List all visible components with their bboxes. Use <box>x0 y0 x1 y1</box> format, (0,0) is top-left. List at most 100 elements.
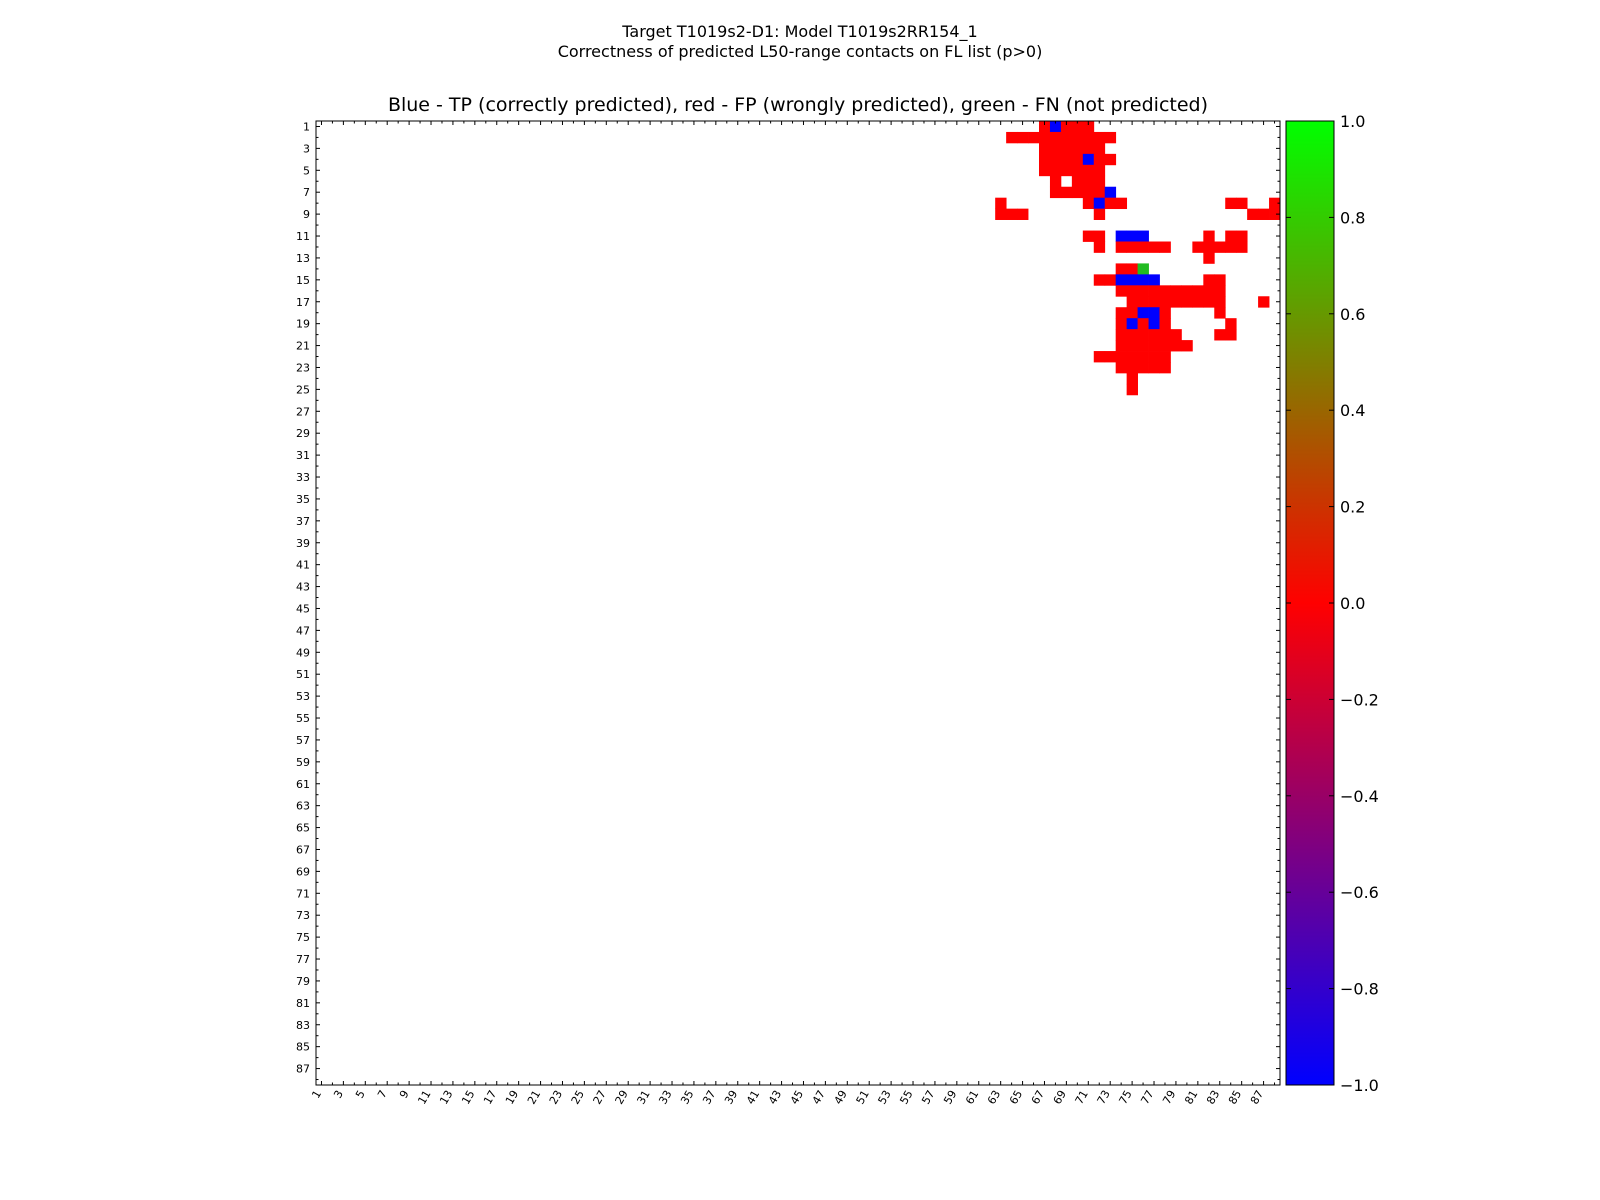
contact-cell-fp <box>1170 329 1182 341</box>
contact-cell-fp <box>1082 230 1095 242</box>
contact-cell-fp <box>1137 285 1149 297</box>
contact-cell-fp <box>1039 164 1051 177</box>
colorbar-tick-label: −0.2 <box>1340 690 1379 709</box>
colorbar-tick-label: 0.4 <box>1340 401 1365 420</box>
contact-cell-fp <box>1115 307 1128 319</box>
contact-cell-fp <box>1214 241 1226 253</box>
contact-cell-fp <box>1093 351 1106 363</box>
contact-cell-tp <box>1137 274 1149 286</box>
contact-cell-fp <box>1137 351 1149 363</box>
contact-cell-fp <box>1214 329 1226 341</box>
contact-cell-fp <box>1137 362 1149 374</box>
x-tick-label: 1 <box>309 1088 324 1101</box>
x-tick-label: 83 <box>1204 1088 1222 1107</box>
y-tick-label: 7 <box>303 186 310 199</box>
y-tick-label: 83 <box>296 1019 310 1032</box>
contact-cell-fp <box>1126 362 1138 374</box>
contact-cell-fp <box>1137 241 1149 253</box>
contact-cell-fp <box>1115 318 1128 330</box>
contact-cell-tp <box>1126 230 1138 242</box>
contact-cell-fp <box>1115 197 1128 210</box>
contact-cell-fp <box>1115 329 1128 341</box>
x-tick-label: 51 <box>854 1088 872 1107</box>
plot-title: Blue - TP (correctly predicted), red - F… <box>387 94 1209 116</box>
x-tick-label: 5 <box>353 1088 368 1101</box>
x-tick-label: 29 <box>613 1088 631 1107</box>
y-tick-label: 1 <box>303 120 310 133</box>
contact-cell-tp <box>1104 186 1117 199</box>
contact-cell-fp <box>1159 296 1171 308</box>
x-tick-label: 71 <box>1073 1088 1091 1107</box>
contact-cell-fp <box>1115 362 1128 374</box>
contact-cell-fp <box>1082 197 1095 210</box>
contact-cell-fp <box>1071 186 1084 199</box>
contact-cell-fn <box>1137 263 1149 275</box>
x-tick-label: 41 <box>744 1088 762 1107</box>
contact-cell-fp <box>1071 175 1084 188</box>
y-tick-label: 81 <box>296 997 310 1010</box>
contact-cell-fp <box>1028 131 1040 144</box>
contact-cell-fp <box>1126 263 1138 275</box>
contact-cell-fp <box>1071 142 1084 155</box>
contact-cell-fp <box>1049 175 1062 188</box>
contact-cell-fp <box>1071 121 1084 133</box>
x-tick-label: 15 <box>459 1088 477 1107</box>
y-tick-label: 31 <box>296 449 310 462</box>
x-tick-label: 45 <box>788 1088 806 1107</box>
y-tick-label: 29 <box>296 427 310 440</box>
x-tick-label: 33 <box>656 1088 674 1107</box>
x-tick-label: 39 <box>722 1088 740 1107</box>
contact-cell-fp <box>1159 351 1171 363</box>
contact-cell-fp <box>995 197 1007 210</box>
contact-cell-fp <box>1104 351 1117 363</box>
y-tick-label: 33 <box>296 471 310 484</box>
contact-cell-fp <box>1093 274 1106 286</box>
contact-cell-fp <box>995 208 1007 220</box>
contact-cell-fp <box>1115 263 1128 275</box>
contact-cell-tp <box>1137 230 1149 242</box>
contact-cell-fp <box>1104 197 1117 210</box>
contact-cell-fp <box>1017 131 1029 144</box>
x-tick-label: 53 <box>875 1088 893 1107</box>
x-tick-label: 25 <box>569 1088 587 1107</box>
contact-cell-fp <box>1258 208 1270 220</box>
contact-cell-fp <box>1071 153 1084 166</box>
contact-cell-fp <box>1082 131 1095 144</box>
contact-cell-fp <box>1148 351 1160 363</box>
contact-cell-fp <box>1236 197 1248 210</box>
colorbar: 1.0 0.8 0.6 0.4 0.2 0.0 −0.2 −0.4 −0.6 −0.8 −1.0 <box>1285 112 1379 1095</box>
x-tick-label: 77 <box>1138 1088 1156 1107</box>
contact-cell-fp <box>1203 296 1215 308</box>
contact-cell-fp <box>1006 208 1018 220</box>
contact-cell-fp <box>1148 241 1160 253</box>
contact-cell-fp <box>1104 274 1117 286</box>
contact-cell-fp <box>1225 329 1237 341</box>
contact-cell-fp <box>1170 285 1182 297</box>
contact-cell-fp <box>1049 164 1062 177</box>
contact-cell-fp <box>1049 186 1062 199</box>
x-tick-label: 21 <box>525 1088 543 1107</box>
x-tick-label: 65 <box>1007 1088 1025 1107</box>
contact-cell-fp <box>1071 164 1084 177</box>
contact-cell-fp <box>1170 296 1182 308</box>
contact-cell-fp <box>1060 131 1073 144</box>
colorbar-tick-label: 0.6 <box>1340 305 1365 324</box>
contact-cell-tp <box>1148 318 1160 330</box>
x-tick-label: 61 <box>963 1088 981 1107</box>
y-tick-label: 65 <box>296 822 310 835</box>
x-tick-label: 69 <box>1051 1088 1069 1107</box>
contact-cell-fp <box>1126 340 1138 352</box>
contact-cell-fp <box>1203 274 1215 286</box>
x-tick-label: 35 <box>678 1088 696 1107</box>
contact-cell-fp <box>1181 296 1193 308</box>
contact-cell-fp <box>1225 241 1237 253</box>
chart-title: Target T1019s2-D1: Model T1019s2RR154_1 <box>622 22 978 41</box>
x-tick-label: 43 <box>766 1088 784 1107</box>
contact-cell-fp <box>1214 307 1226 319</box>
contact-cell-fp <box>1159 285 1171 297</box>
x-tick-label: 63 <box>985 1088 1003 1107</box>
contact-cell-fp <box>1159 241 1171 253</box>
y-tick-label: 61 <box>296 778 310 791</box>
contact-cell-fp <box>1192 285 1204 297</box>
contact-cell-fp <box>1137 318 1149 330</box>
